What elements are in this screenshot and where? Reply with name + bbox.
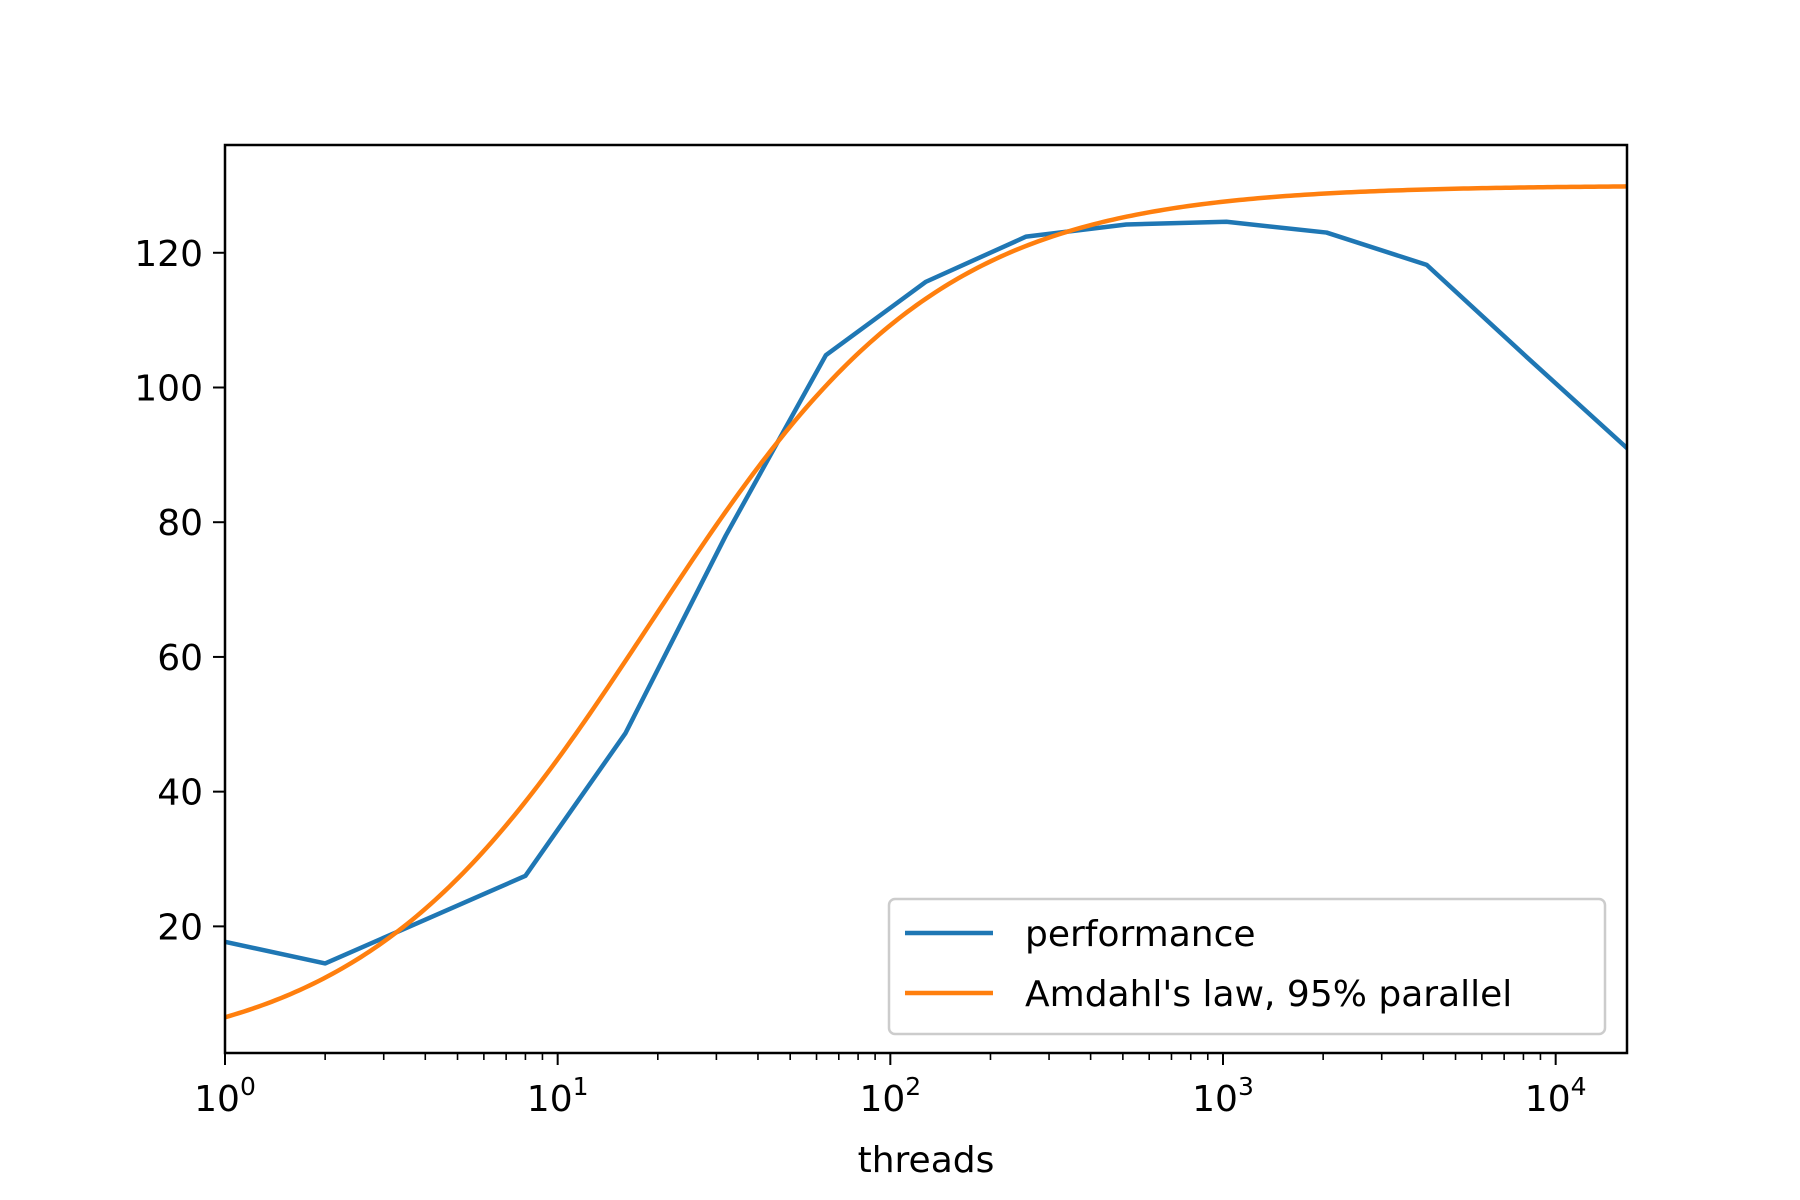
y-tick-label-5: 120 [134,234,203,275]
x-axis-ticks: 100 101 102 103 104 [194,1053,1587,1120]
plot-series [225,184,1627,1020]
legend-label-amdahl: Amdahl's law, 95% parallel [1025,974,1512,1015]
y-tick-label-0: 20 [157,907,203,948]
series-line-1 [225,184,1627,1020]
legend-box [887,897,1607,1036]
legend: performance Amdahl's law, 95% parallel [887,897,1607,1036]
y-tick-label-4: 100 [134,368,203,409]
y-tick-label-1: 40 [157,773,203,814]
series-line-0 [225,219,1627,966]
x-tick-label-0: 100 [194,1072,256,1120]
x-tick-label-1: 101 [527,1072,589,1120]
x-tick-label-2: 102 [859,1072,921,1120]
axes-frame [223,143,1629,1055]
y-tick-label-3: 80 [157,503,203,544]
x-tick-label-3: 103 [1192,1072,1254,1120]
y-axis-ticks: 20 40 60 80 100 120 [134,234,225,948]
x-axis-label: threads [858,1140,995,1181]
y-tick-label-2: 60 [157,638,203,679]
legend-label-performance: performance [1025,914,1256,955]
x-tick-label-4: 104 [1525,1072,1587,1120]
